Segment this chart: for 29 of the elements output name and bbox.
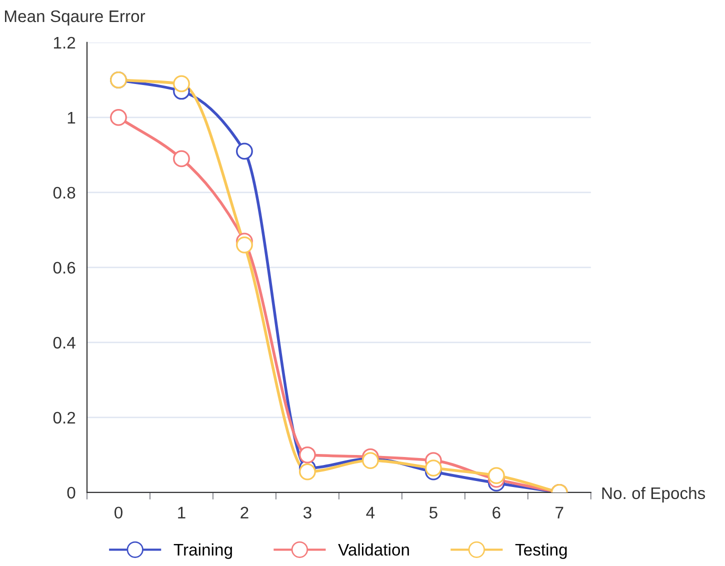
x-tick-label: 7 (556, 506, 564, 518)
legend-label: Testing (515, 543, 567, 559)
point (173, 150, 190, 168)
point (110, 108, 127, 126)
y-tick-label: 0 (67, 486, 76, 499)
x-axis-title: No. of Epochs (602, 486, 706, 502)
legend-label: Training (174, 543, 232, 559)
x-tick-label: 1 (178, 506, 186, 518)
y-tick-label: 0.4 (53, 336, 76, 349)
point (424, 460, 442, 477)
point (298, 446, 316, 464)
x-tick-label: 6 (492, 506, 500, 519)
point (236, 236, 253, 254)
y-tick-label: 1.2 (54, 36, 76, 48)
y-tick-label: 0.6 (53, 262, 76, 274)
x-tick-label: 5 (429, 506, 438, 519)
point (173, 75, 190, 92)
y-axis-title: Mean Sqaure Error (4, 10, 146, 26)
point (488, 467, 505, 484)
point (236, 142, 253, 160)
legend-label: Validation (338, 543, 409, 556)
y-tick-label: 0.8 (53, 186, 76, 199)
x-tick-label: 0 (114, 506, 122, 519)
x-tick-label: 3 (303, 506, 312, 519)
x-tick-label: 4 (366, 506, 375, 518)
x-tick-label: 2 (240, 506, 248, 518)
y-tick-label: 1 (68, 112, 76, 124)
y-tick-label: 0.2 (53, 412, 76, 424)
point (298, 463, 316, 480)
